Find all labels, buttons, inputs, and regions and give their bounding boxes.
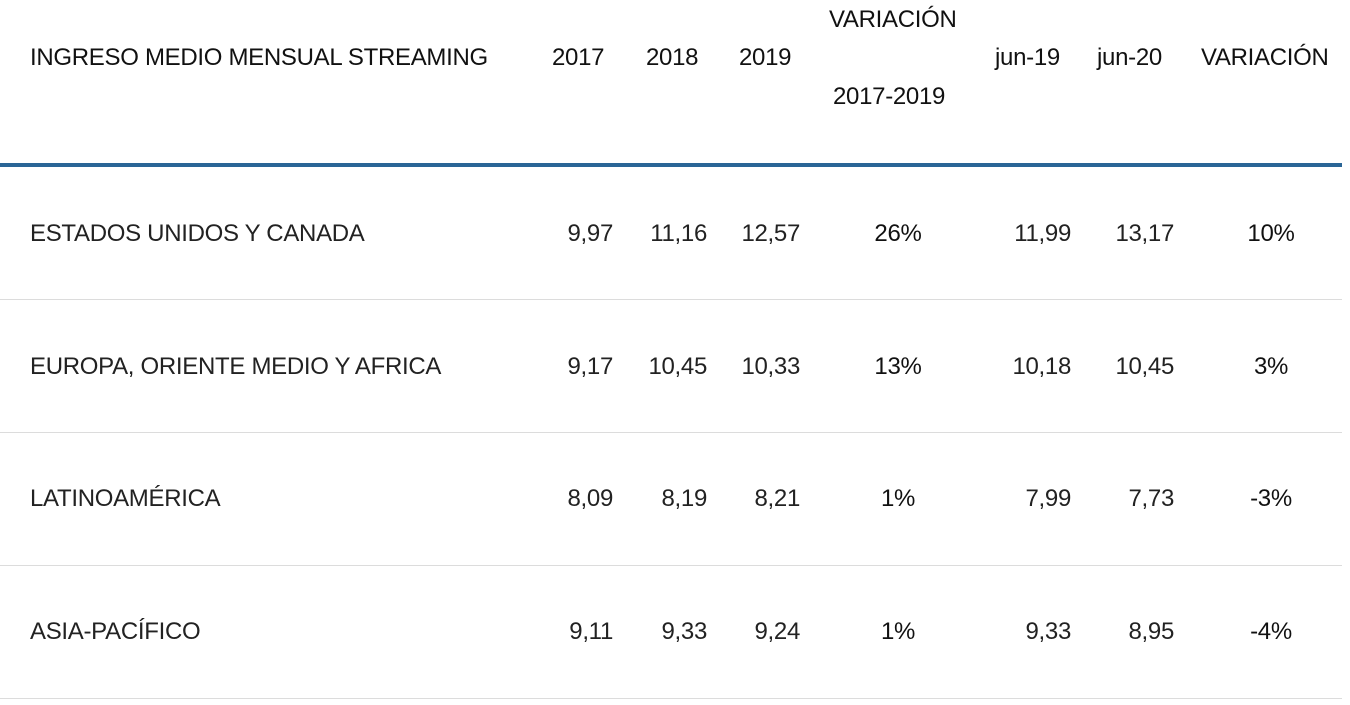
table-row: EUROPA, ORIENTE MEDIO Y AFRICA 9,17 10,4… [0, 300, 1342, 433]
table-row: ASIA-PACÍFICO 9,11 9,33 9,24 1% 9,33 8,9… [0, 566, 1342, 699]
value-jun-20: 10,45 [1115, 353, 1174, 380]
value-jun-19: 7,99 [1025, 485, 1071, 512]
table-header: INGRESO MEDIO MENSUAL STREAMING 2017 201… [0, 0, 1350, 163]
value-jun-19: 11,99 [1014, 220, 1071, 247]
region-label: ASIA-PACÍFICO [30, 618, 201, 645]
header-jun-19: jun-19 [995, 44, 1060, 71]
header-title: INGRESO MEDIO MENSUAL STREAMING [30, 44, 488, 71]
header-variacion-jun: VARIACIÓN [1201, 44, 1329, 71]
value-jun-19: 10,18 [1012, 353, 1071, 380]
value-2019: 10,33 [741, 353, 800, 380]
variation-2017-2019: 1% [880, 485, 916, 512]
value-2019: 12,57 [741, 220, 800, 247]
value-2019: 9,24 [754, 618, 800, 645]
header-variacion-2017-2019-line2: 2017-2019 [833, 83, 946, 110]
value-2017: 9,97 [567, 220, 613, 247]
variation-2017-2019: 13% [874, 353, 922, 380]
value-jun-19: 9,33 [1025, 618, 1071, 645]
value-2018: 8,19 [661, 485, 707, 512]
header-variacion-2017-2019-line1: VARIACIÓN [829, 6, 957, 33]
value-2017: 9,17 [567, 353, 613, 380]
header-2018: 2018 [646, 44, 699, 71]
header-2019: 2019 [739, 44, 792, 71]
value-2017: 8,09 [567, 485, 613, 512]
value-2017: 9,11 [569, 618, 613, 645]
header-jun-20: jun-20 [1097, 44, 1162, 71]
variation-jun: 3% [1253, 353, 1289, 380]
variation-jun: -3% [1250, 485, 1292, 512]
variation-jun: -4% [1250, 618, 1292, 645]
value-jun-20: 8,95 [1128, 618, 1174, 645]
region-label: LATINOAMÉRICA [30, 485, 221, 512]
value-2018: 11,16 [650, 220, 707, 247]
value-2018: 9,33 [661, 618, 707, 645]
variation-2017-2019: 26% [874, 220, 922, 247]
table-row: LATINOAMÉRICA 8,09 8,19 8,21 1% 7,99 7,7… [0, 433, 1342, 566]
value-jun-20: 13,17 [1115, 220, 1174, 247]
variation-2017-2019: 1% [880, 618, 916, 645]
variation-jun: 10% [1247, 220, 1295, 247]
region-label: EUROPA, ORIENTE MEDIO Y AFRICA [30, 353, 442, 380]
table-row: ESTADOS UNIDOS Y CANADA 9,97 11,16 12,57… [0, 167, 1342, 300]
header-2017: 2017 [552, 44, 605, 71]
value-2019: 8,21 [754, 485, 800, 512]
region-label: ESTADOS UNIDOS Y CANADA [30, 220, 365, 247]
value-2018: 10,45 [648, 353, 707, 380]
header-divider [0, 163, 1342, 167]
value-jun-20: 7,73 [1128, 485, 1174, 512]
